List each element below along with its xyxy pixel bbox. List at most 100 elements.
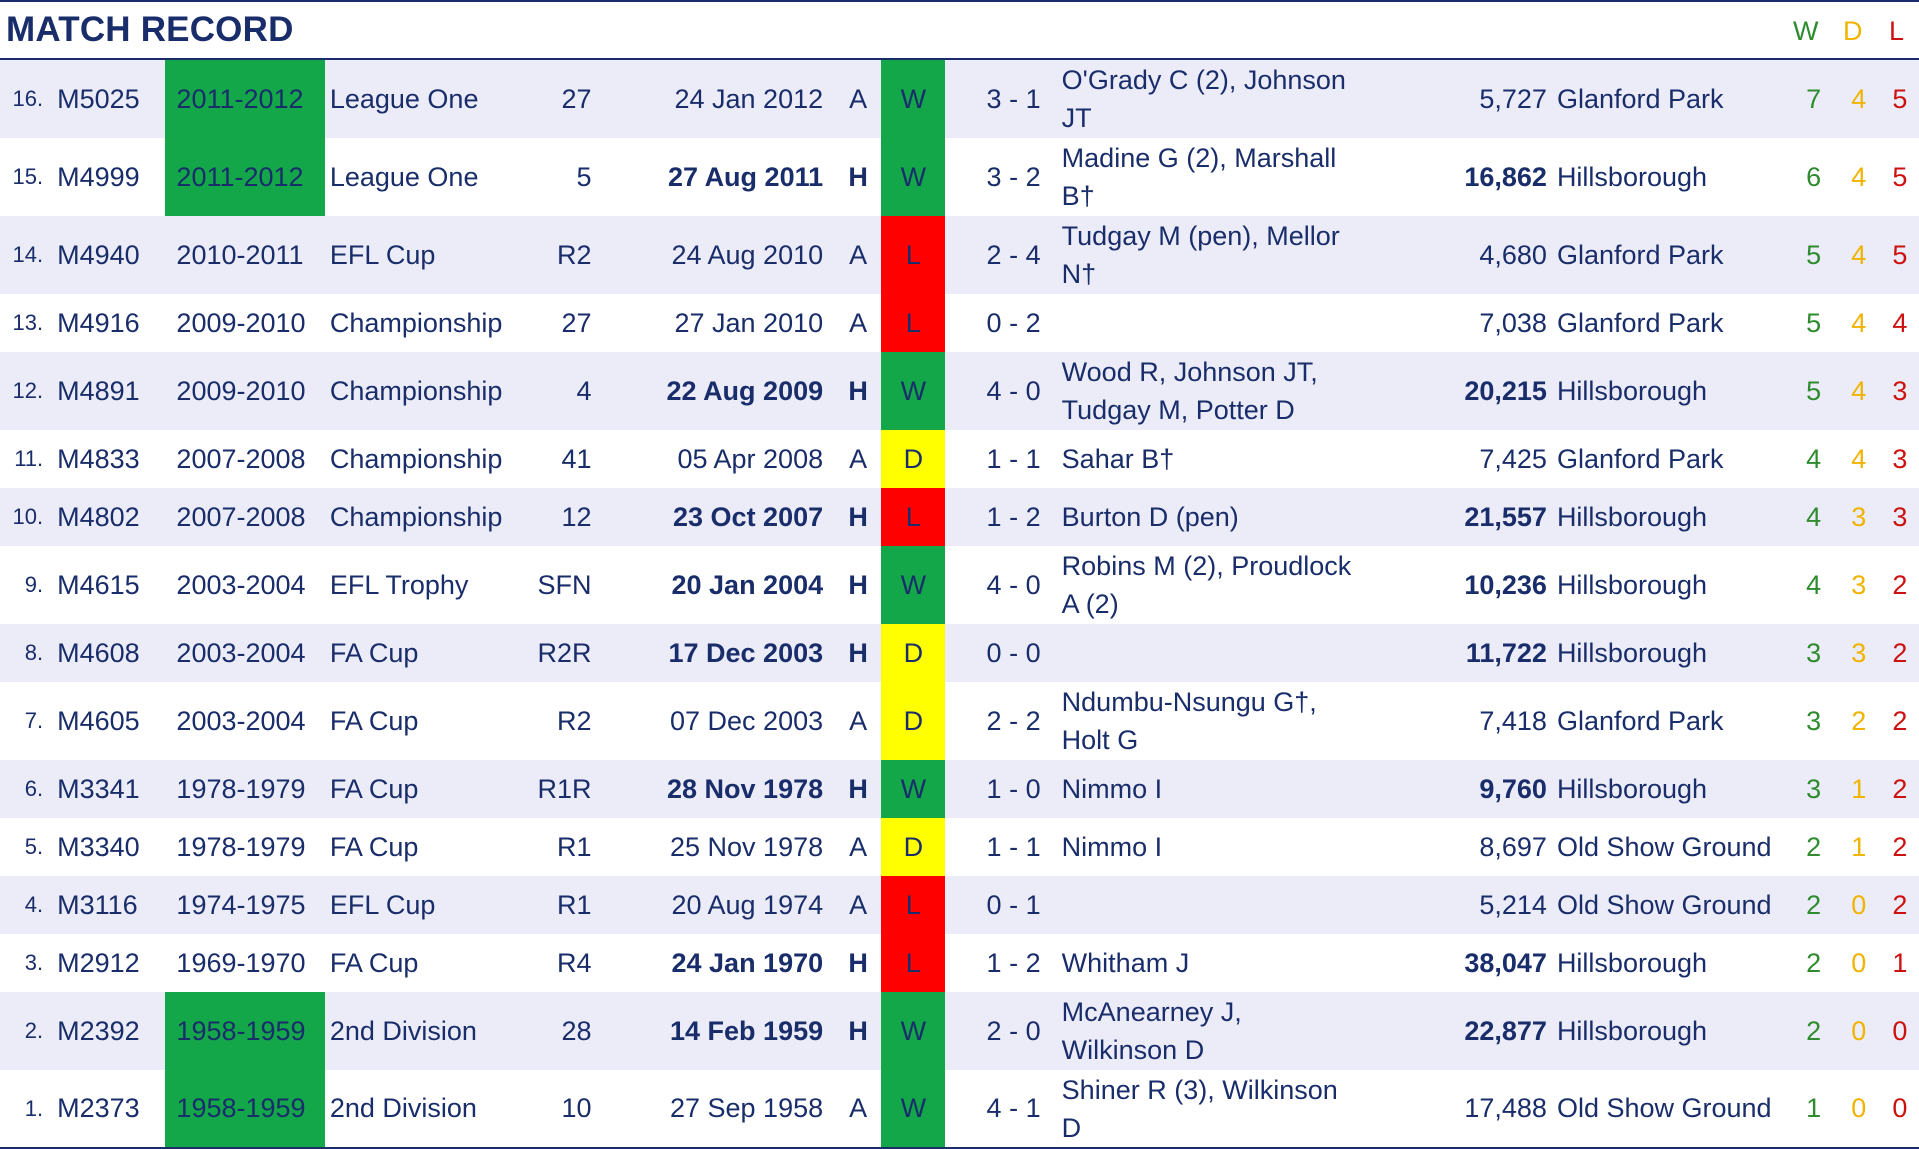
home-away-cell: A xyxy=(835,60,882,138)
season-cell: 1978-1979 xyxy=(165,818,325,876)
score-separator: - xyxy=(1001,818,1026,876)
result-badge: D xyxy=(881,818,946,876)
venue-cell: Hillsborough xyxy=(1554,352,1791,430)
cumulative-draws: 1 xyxy=(1836,760,1881,818)
scorers-cell: Burton D (pen) xyxy=(1059,488,1358,546)
goals-against: 1 xyxy=(1025,60,1060,138)
cumulative-losses: 0 xyxy=(1880,1070,1919,1149)
result-badge: W xyxy=(881,992,946,1070)
goals-against: 4 xyxy=(1025,216,1060,294)
match-number: 12. xyxy=(0,352,56,430)
goals-against: 2 xyxy=(1025,294,1060,352)
match-row: 1. M2373 1958-1959 2nd Division 10 27 Sep 195… xyxy=(0,1070,1919,1149)
result-badge: W xyxy=(881,546,946,624)
cumulative-draws: 3 xyxy=(1836,624,1881,682)
scorers-cell xyxy=(1059,876,1358,934)
cumulative-wins: 5 xyxy=(1790,216,1837,294)
cumulative-draws: 4 xyxy=(1836,294,1881,352)
goals-against: 1 xyxy=(1025,430,1060,488)
score-separator: - xyxy=(1001,624,1026,682)
round-cell: SFN xyxy=(533,546,604,624)
home-away-cell: H xyxy=(835,992,882,1070)
cumulative-draws: 0 xyxy=(1836,992,1881,1070)
date-cell: 28 Nov 1978 xyxy=(603,760,836,818)
result-badge: D xyxy=(881,430,946,488)
score-separator: - xyxy=(1001,352,1026,430)
competition-cell: League One xyxy=(324,60,534,138)
cumulative-wins: 4 xyxy=(1790,488,1837,546)
date-cell: 24 Jan 2012 xyxy=(603,60,836,138)
date-cell: 20 Aug 1974 xyxy=(603,876,836,934)
match-row: 5. M3340 1978-1979 FA Cup R1 25 Nov 1978 A D 1-1… xyxy=(0,818,1919,876)
result-badge: L xyxy=(881,934,946,992)
goals-for: 1 xyxy=(945,760,1002,818)
match-number: 10. xyxy=(0,488,56,546)
venue-cell: Hillsborough xyxy=(1554,488,1791,546)
date-cell: 24 Jan 1970 xyxy=(603,934,836,992)
result-badge: W xyxy=(881,138,946,216)
date-cell: 17 Dec 2003 xyxy=(603,624,836,682)
attendance-cell: 38,047 xyxy=(1357,934,1555,992)
cumulative-losses: 3 xyxy=(1880,352,1919,430)
match-number: 14. xyxy=(0,216,56,294)
attendance-cell: 17,488 xyxy=(1357,1070,1555,1149)
goals-against: 0 xyxy=(1025,992,1060,1070)
match-number: 3. xyxy=(0,934,56,992)
cumulative-wins: 2 xyxy=(1790,934,1837,992)
scorers-cell: Wood R, Johnson JT, Tudgay M, Potter D xyxy=(1059,352,1358,430)
goals-against: 1 xyxy=(1025,1070,1060,1149)
match-row: 8. M4608 2003-2004 FA Cup R2R 17 Dec 2003 H D 0-… xyxy=(0,624,1919,682)
venue-cell: Glanford Park xyxy=(1554,294,1791,352)
attendance-cell: 5,214 xyxy=(1357,876,1555,934)
cumulative-draws: 3 xyxy=(1836,488,1881,546)
cumulative-losses: 2 xyxy=(1880,624,1919,682)
match-id: M2373 xyxy=(55,1070,166,1149)
competition-cell: Championship xyxy=(324,352,534,430)
cumulative-draws: 0 xyxy=(1836,876,1881,934)
match-row: 13. M4916 2009-2010 Championship 27 27 Jan 20… xyxy=(0,294,1919,352)
match-id: M3340 xyxy=(55,818,166,876)
scorers-cell: Sahar B† xyxy=(1059,430,1358,488)
competition-cell: Championship xyxy=(324,294,534,352)
home-away-cell: H xyxy=(835,352,882,430)
goals-against: 2 xyxy=(1025,934,1060,992)
season-cell: 2009-2010 xyxy=(165,352,325,430)
round-cell: 27 xyxy=(533,294,604,352)
match-id: M3116 xyxy=(55,876,166,934)
match-id: M4999 xyxy=(55,138,166,216)
cumulative-draws: 1 xyxy=(1836,818,1881,876)
draws-legend: D xyxy=(1843,16,1863,46)
goals-for: 4 xyxy=(945,1070,1002,1149)
season-cell: 2007-2008 xyxy=(165,488,325,546)
goals-for: 3 xyxy=(945,138,1002,216)
cumulative-draws: 3 xyxy=(1836,546,1881,624)
home-away-cell: H xyxy=(835,546,882,624)
scorers-cell: Whitham J xyxy=(1059,934,1358,992)
date-cell: 14 Feb 1959 xyxy=(603,992,836,1070)
date-cell: 07 Dec 2003 xyxy=(603,682,836,760)
venue-cell: Glanford Park xyxy=(1554,216,1791,294)
score-separator: - xyxy=(1001,934,1026,992)
match-id: M4916 xyxy=(55,294,166,352)
goals-against: 2 xyxy=(1025,488,1060,546)
attendance-cell: 8,697 xyxy=(1357,818,1555,876)
round-cell: 10 xyxy=(533,1070,604,1149)
date-cell: 05 Apr 2008 xyxy=(603,430,836,488)
score-separator: - xyxy=(1001,682,1026,760)
date-cell: 20 Jan 2004 xyxy=(603,546,836,624)
goals-for: 0 xyxy=(945,624,1002,682)
home-away-cell: A xyxy=(835,294,882,352)
match-rows: 16. M5025 2011-2012 League One 27 24 Jan 2012… xyxy=(0,60,1919,1149)
cumulative-draws: 0 xyxy=(1836,1070,1881,1149)
goals-for: 1 xyxy=(945,488,1002,546)
result-badge: W xyxy=(881,1070,946,1149)
season-cell: 1958-1959 xyxy=(165,1070,325,1149)
date-cell: 22 Aug 2009 xyxy=(603,352,836,430)
goals-for: 1 xyxy=(945,818,1002,876)
cumulative-wins: 2 xyxy=(1790,818,1837,876)
match-row: 11. M4833 2007-2008 Championship 41 05 Apr 20… xyxy=(0,430,1919,488)
venue-cell: Glanford Park xyxy=(1554,430,1791,488)
match-number: 9. xyxy=(0,546,56,624)
cumulative-draws: 2 xyxy=(1836,682,1881,760)
match-row: 15. M4999 2011-2012 League One 5 27 Aug 2011 H… xyxy=(0,138,1919,216)
